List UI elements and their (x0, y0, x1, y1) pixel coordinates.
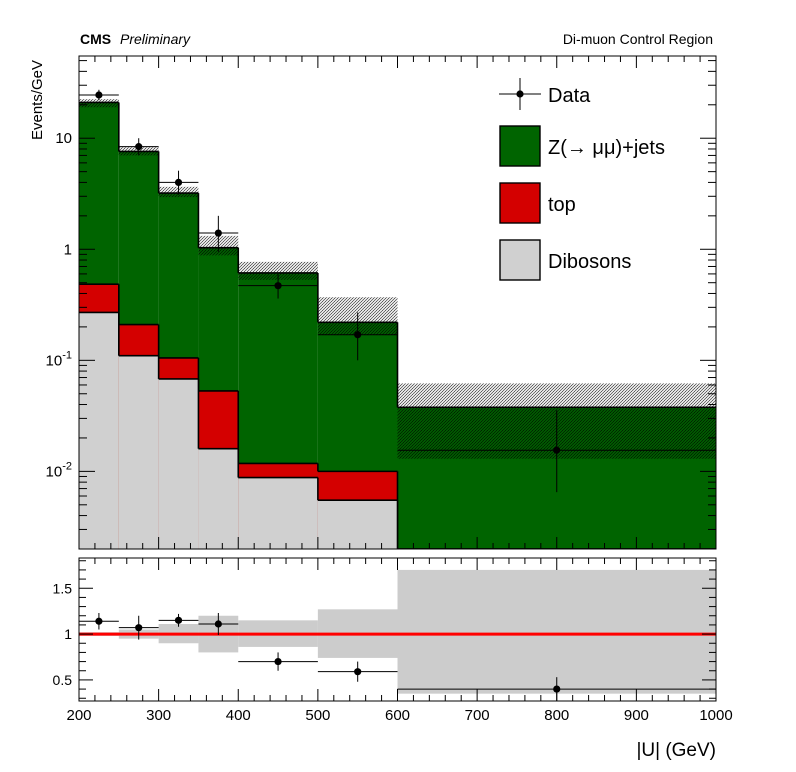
y-tick-label: 10-2 (46, 460, 72, 480)
main-plot-area (79, 99, 716, 549)
ratio-point (274, 657, 282, 666)
x-tick-label: 700 (465, 707, 490, 724)
x-tick-label: 300 (146, 707, 171, 724)
x-tick-label: 1000 (699, 707, 732, 724)
ratio-y-tick-label: 1 (64, 626, 72, 642)
data-point (274, 282, 282, 290)
y-tick-label-text: 10-1 (46, 349, 72, 369)
legend-data-marker (516, 90, 524, 98)
legend-swatch-top (499, 182, 541, 224)
y-tick-label: 10 (55, 130, 72, 147)
ratio-plot: 0.5 1 1.5 200 300 400 500 600 700 800 900 1000 (53, 557, 733, 724)
data-point (95, 91, 103, 99)
stack-bar-dibosons (198, 448, 239, 549)
x-tick-label: 400 (226, 707, 251, 724)
legend-swatch-dibosons (499, 239, 541, 281)
stat-uncertainty-band (238, 261, 318, 280)
legend-label-top: top (548, 194, 576, 216)
ratio-y-tick-label: 1.5 (53, 580, 73, 596)
experiment-label: CMS (80, 31, 111, 47)
y-tick-label-text: 10 (55, 130, 72, 147)
data-point (135, 143, 143, 151)
y-tick-label-text: 10-2 (46, 460, 72, 480)
ratio-uncertainty-band (397, 569, 716, 694)
ratio-point (354, 668, 362, 676)
ratio-point (95, 617, 103, 625)
legend-label-data: Data (548, 85, 591, 107)
y-tick-label-text: 1 (64, 241, 72, 258)
stack-bar-dibosons (118, 355, 159, 549)
stack-bar-dibosons (79, 312, 119, 549)
stack-bar-dibosons (317, 500, 398, 549)
x-tick-label: 500 (305, 707, 330, 724)
legend-label-dibosons: Dibosons (548, 251, 631, 273)
ratio-point (174, 616, 183, 624)
stack-bar-dibosons (238, 477, 318, 549)
x-tick-label: 800 (544, 707, 569, 724)
stack-bar-dibosons (158, 378, 199, 549)
data-point (174, 178, 183, 187)
x-axis-title: |U| (GeV) (636, 740, 716, 761)
legend: Data Z(→ μμ)+jets top Dibosons (499, 78, 665, 281)
data-point (553, 446, 561, 454)
y-tick-exp: -1 (62, 349, 72, 361)
ratio-y-tick-label: 0.5 (53, 672, 73, 688)
y-tick-label: 10-1 (46, 349, 72, 369)
status-label: Preliminary (120, 31, 191, 47)
legend-swatch-zjets (499, 125, 541, 167)
y-axis-title: Events/GeV (29, 60, 46, 140)
y-tick-base: 10 (46, 463, 63, 480)
ratio-point (214, 620, 222, 628)
y-tick-exp: -2 (62, 460, 72, 472)
data-point (354, 331, 362, 339)
y-tick-base: 10 (46, 352, 63, 369)
stat-uncertainty-band (79, 99, 119, 108)
region-label: Di-muon Control Region (563, 31, 713, 47)
x-tick-label: 600 (385, 707, 410, 724)
ratio-point (135, 624, 143, 632)
ratio-plot-area (79, 569, 716, 701)
y-tick-label: 1 (64, 241, 72, 258)
legend-label-zjets: Z(→ μμ)+jets (548, 137, 665, 159)
x-tick-label: 200 (66, 707, 91, 724)
x-tick-label: 900 (624, 707, 649, 724)
data-point (214, 229, 222, 237)
